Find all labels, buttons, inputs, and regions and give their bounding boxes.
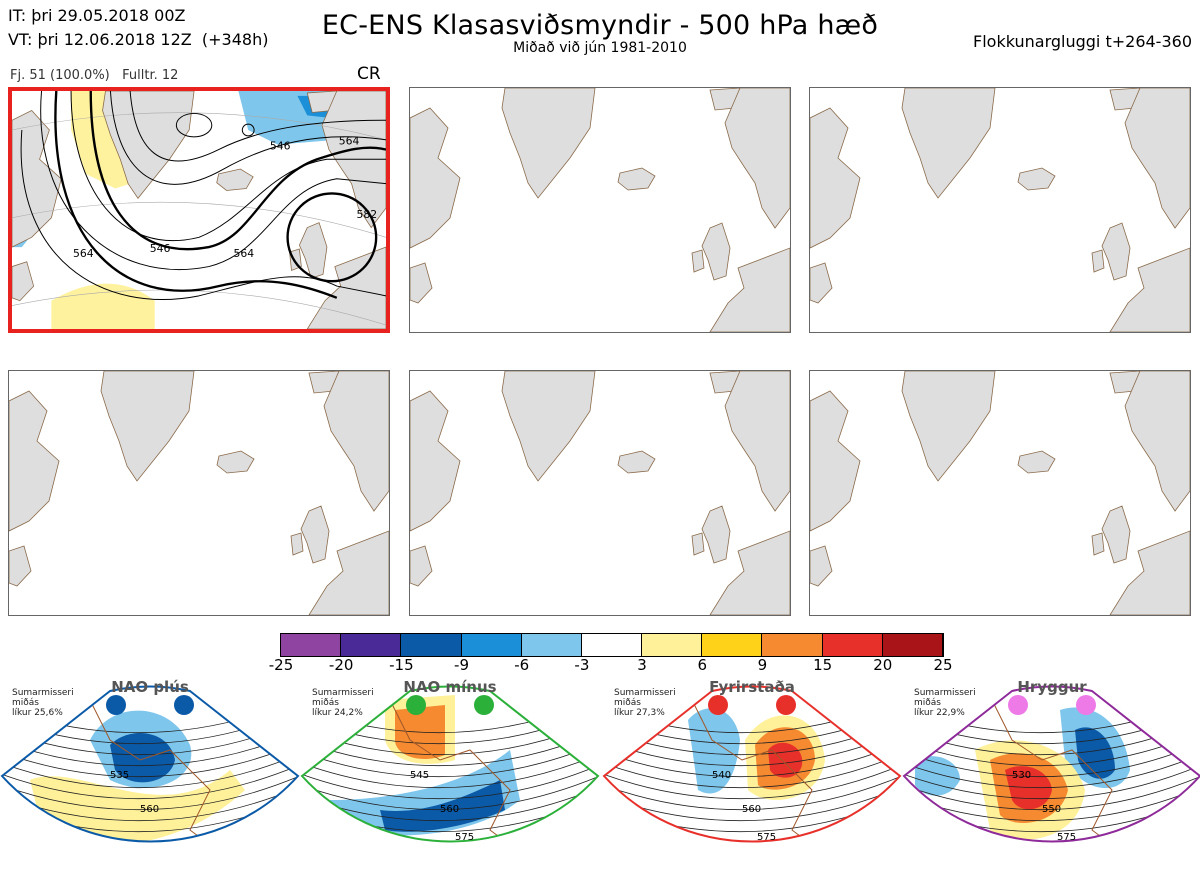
classification-window: Flokkunargluggi t+264-360 bbox=[973, 32, 1192, 51]
regime-contour-label: 560 bbox=[742, 804, 761, 815]
regime-marker-dot bbox=[106, 695, 126, 715]
contour-label: 564 bbox=[339, 135, 360, 148]
regime-marker-dot bbox=[406, 695, 426, 715]
scale-swatch bbox=[461, 634, 522, 656]
scale-tick-label: 25 bbox=[933, 656, 953, 674]
regime-contour-label: 530 bbox=[1012, 770, 1031, 781]
regime-contour-label: 550 bbox=[1042, 804, 1061, 815]
regime-contour-label: 575 bbox=[757, 832, 776, 843]
scale-swatch bbox=[401, 634, 462, 656]
scale-tick-label: 6 bbox=[697, 656, 708, 674]
regime-marker-dot bbox=[1008, 695, 1028, 715]
scale-tick-label: -15 bbox=[389, 656, 414, 674]
contour-label: 546 bbox=[150, 242, 171, 255]
regime-title: NAO plús bbox=[111, 678, 189, 696]
contour-label: 546 bbox=[270, 140, 291, 153]
regime-contour-label: 575 bbox=[1057, 832, 1076, 843]
initial-time: IT: þri 29.05.2018 00Z bbox=[8, 6, 186, 25]
regime-contour-label: 560 bbox=[440, 804, 459, 815]
regime-title: NAO mínus bbox=[403, 678, 497, 696]
scale-tick-label: 20 bbox=[873, 656, 893, 674]
regime-panel: 540 560 575 Fyrirstaða Sumarmisseri miðás lí… bbox=[602, 676, 902, 871]
color-scale bbox=[280, 633, 944, 657]
regime-info: Sumarmisseri miðás líkur 22,9% bbox=[914, 688, 976, 718]
scale-swatch bbox=[341, 634, 402, 656]
contour-label: 564 bbox=[233, 247, 254, 260]
cluster-map-panel-3[interactable] bbox=[809, 87, 1191, 333]
scale-tick-label: 9 bbox=[757, 656, 768, 674]
cluster-map-panel-1[interactable]: 546 564 546 564 582 564 bbox=[8, 87, 390, 333]
scale-swatch bbox=[762, 634, 823, 656]
scale-swatch bbox=[642, 634, 703, 656]
regime-marker-dot bbox=[174, 695, 194, 715]
regime-panel: 530 550 575 Hryggur Sumarmisseri miðás líkur… bbox=[902, 676, 1200, 871]
regime-contour-label: 535 bbox=[110, 770, 129, 781]
regime-code: CR bbox=[357, 64, 381, 84]
regime-title: Fyrirstaða bbox=[709, 678, 795, 696]
regime-info: Sumarmisseri miðás líkur 24,2% bbox=[312, 688, 374, 718]
contour-label: 564 bbox=[73, 247, 94, 260]
regime-marker-dot bbox=[708, 695, 728, 715]
scale-tick-label: -6 bbox=[514, 656, 530, 674]
regime-info: Sumarmisseri miðás líkur 25,6% bbox=[12, 688, 74, 718]
regime-marker-dot bbox=[1076, 695, 1096, 715]
regime-title: Hryggur bbox=[1017, 678, 1087, 696]
scale-tick-label: -3 bbox=[574, 656, 590, 674]
regime-contour-label: 545 bbox=[410, 770, 429, 781]
scale-swatch bbox=[882, 634, 943, 656]
cluster-info: Fj. 51 (100.0%) Fulltr. 12 bbox=[10, 68, 179, 83]
regime-info: Sumarmisseri miðás líkur 27,3% bbox=[614, 688, 676, 718]
regime-marker-dot bbox=[474, 695, 494, 715]
page-subtitle: Miðað við jún 1981-2010 bbox=[513, 40, 687, 56]
scale-tick-label: 15 bbox=[813, 656, 833, 674]
regime-contour-label: 575 bbox=[455, 832, 474, 843]
regime-panel: 545 560 575 NAO mínus Sumarmisseri miðás lík… bbox=[300, 676, 600, 871]
regime-contour-label: 560 bbox=[140, 804, 159, 815]
valid-time: VT: þri 12.06.2018 12Z (+348h) bbox=[8, 30, 269, 49]
scale-swatch bbox=[581, 634, 643, 656]
scale-swatch bbox=[822, 634, 883, 656]
scale-tick-label: -25 bbox=[268, 656, 294, 674]
regime-marker-dot bbox=[776, 695, 796, 715]
scale-swatch bbox=[281, 634, 342, 656]
scale-tick-label: -9 bbox=[454, 656, 470, 674]
cluster-map-panel-5[interactable] bbox=[409, 370, 791, 616]
cluster-map-panel-4[interactable] bbox=[8, 370, 390, 616]
scale-swatch bbox=[521, 634, 582, 656]
scale-tick-label: 3 bbox=[637, 656, 647, 674]
regime-contour-label: 540 bbox=[712, 770, 731, 781]
cluster-map-panel-2[interactable] bbox=[409, 87, 791, 333]
scale-tick-label: -20 bbox=[328, 656, 354, 674]
contour-label: 582 bbox=[356, 208, 377, 221]
cluster-map-panel-6[interactable] bbox=[809, 370, 1191, 616]
page-title: EC-ENS Klasasviðsmyndir - 500 hPa hæð bbox=[321, 10, 879, 41]
regime-panel: 535 560 NAO plús Sumarmisseri miðás líkur 2… bbox=[0, 676, 300, 871]
scale-swatch bbox=[702, 634, 763, 656]
